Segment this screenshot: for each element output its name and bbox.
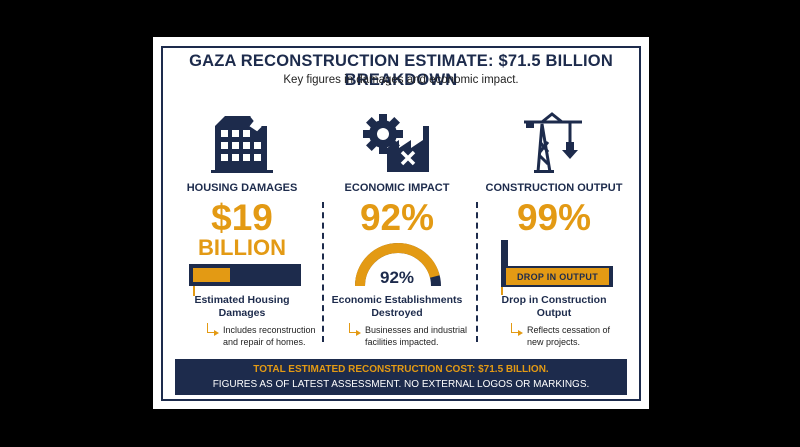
economic-note: Businesses and industrial facilities imp… [365, 325, 467, 348]
column-divider [476, 202, 478, 342]
footer-disclaimer: FIGURES AS OF LATEST ASSESSMENT. NO EXTE… [212, 379, 590, 390]
housing-heading: HOUSING DAMAGES [186, 182, 298, 194]
housing-label: Estimated Housing Damages [167, 294, 317, 320]
housing-label-line1: Estimated Housing [194, 294, 290, 306]
housing-note-line2: and repair of homes. [223, 336, 306, 347]
construction-note-line1: Reflects cessation of [527, 325, 611, 335]
housing-note-line1: Includes reconstruction [223, 325, 316, 335]
gear-factory-icon [363, 114, 429, 172]
gauge-value: 92% [379, 268, 415, 287]
economic-value: 92% [359, 197, 435, 238]
infographic-card: GAZA RECONSTRUCTION ESTIMATE: $71.5 BILL… [153, 37, 649, 409]
footer-total: TOTAL ESTIMATED RECONSTRUCTION COST: $71… [253, 364, 549, 375]
housing-value-unit: BILLION [198, 235, 286, 260]
economic-note-line1: Businesses and industrial [365, 325, 468, 335]
construction-bar-label: DROP IN OUTPUT [516, 271, 599, 282]
economic-gauge [355, 242, 441, 287]
construction-value: 99% [516, 197, 592, 238]
construction-bar-connector [501, 287, 503, 295]
infographic-subtitle: Key figures in damages and economic impa… [283, 74, 519, 86]
housing-note: Includes reconstruction and repair of ho… [223, 325, 316, 348]
economic-label-line2: Destroyed [371, 307, 423, 320]
construction-note-arrow-icon [511, 323, 523, 336]
infographic-title: GAZA RECONSTRUCTION ESTIMATE: $71.5 BILL… [189, 52, 613, 89]
crane-down-arrow-icon [524, 112, 582, 173]
damaged-building-icon [211, 115, 273, 173]
housing-bar-fill [193, 268, 230, 282]
column-divider [322, 202, 324, 342]
housing-value: $19 [211, 197, 273, 238]
infographic-frame [161, 46, 641, 401]
economic-column: ECONOMIC IMPACT 92% 92% Economic Establi… [322, 37, 472, 347]
economic-note-arrow-icon [349, 323, 361, 336]
gauge-fill [355, 242, 440, 287]
construction-note: Reflects cessation of new projects. [527, 325, 610, 348]
construction-label: Drop in Construction Output [477, 294, 631, 320]
economic-heading: ECONOMIC IMPACT [344, 182, 450, 194]
economic-note-line2: facilities impacted. [365, 336, 439, 347]
economic-label-line1: Economic Establishments [331, 294, 463, 306]
economic-label: Economic Establishments Destroyed [322, 294, 472, 320]
construction-label-line1: Drop in Construction [501, 294, 607, 306]
footer-banner: TOTAL ESTIMATED RECONSTRUCTION COST: $71… [175, 359, 627, 395]
construction-bar-baseline [501, 240, 508, 266]
construction-column: CONSTRUCTION OUTPUT 99% DROP IN OUTPUT D… [477, 37, 631, 347]
housing-bar [189, 264, 301, 286]
housing-note-arrow-icon [207, 323, 219, 336]
housing-column: HOUSING DAMAGES $19 BILLION Estimated Ho… [167, 37, 317, 347]
construction-bar: DROP IN OUTPUT [501, 266, 613, 287]
construction-heading: CONSTRUCTION OUTPUT [485, 182, 623, 194]
construction-label-line2: Output [536, 307, 572, 320]
housing-bar-connector [193, 286, 195, 296]
housing-label-line2: Damages [218, 307, 266, 320]
construction-note-line2: new projects. [527, 336, 581, 347]
construction-bar-fill: DROP IN OUTPUT [506, 268, 609, 285]
